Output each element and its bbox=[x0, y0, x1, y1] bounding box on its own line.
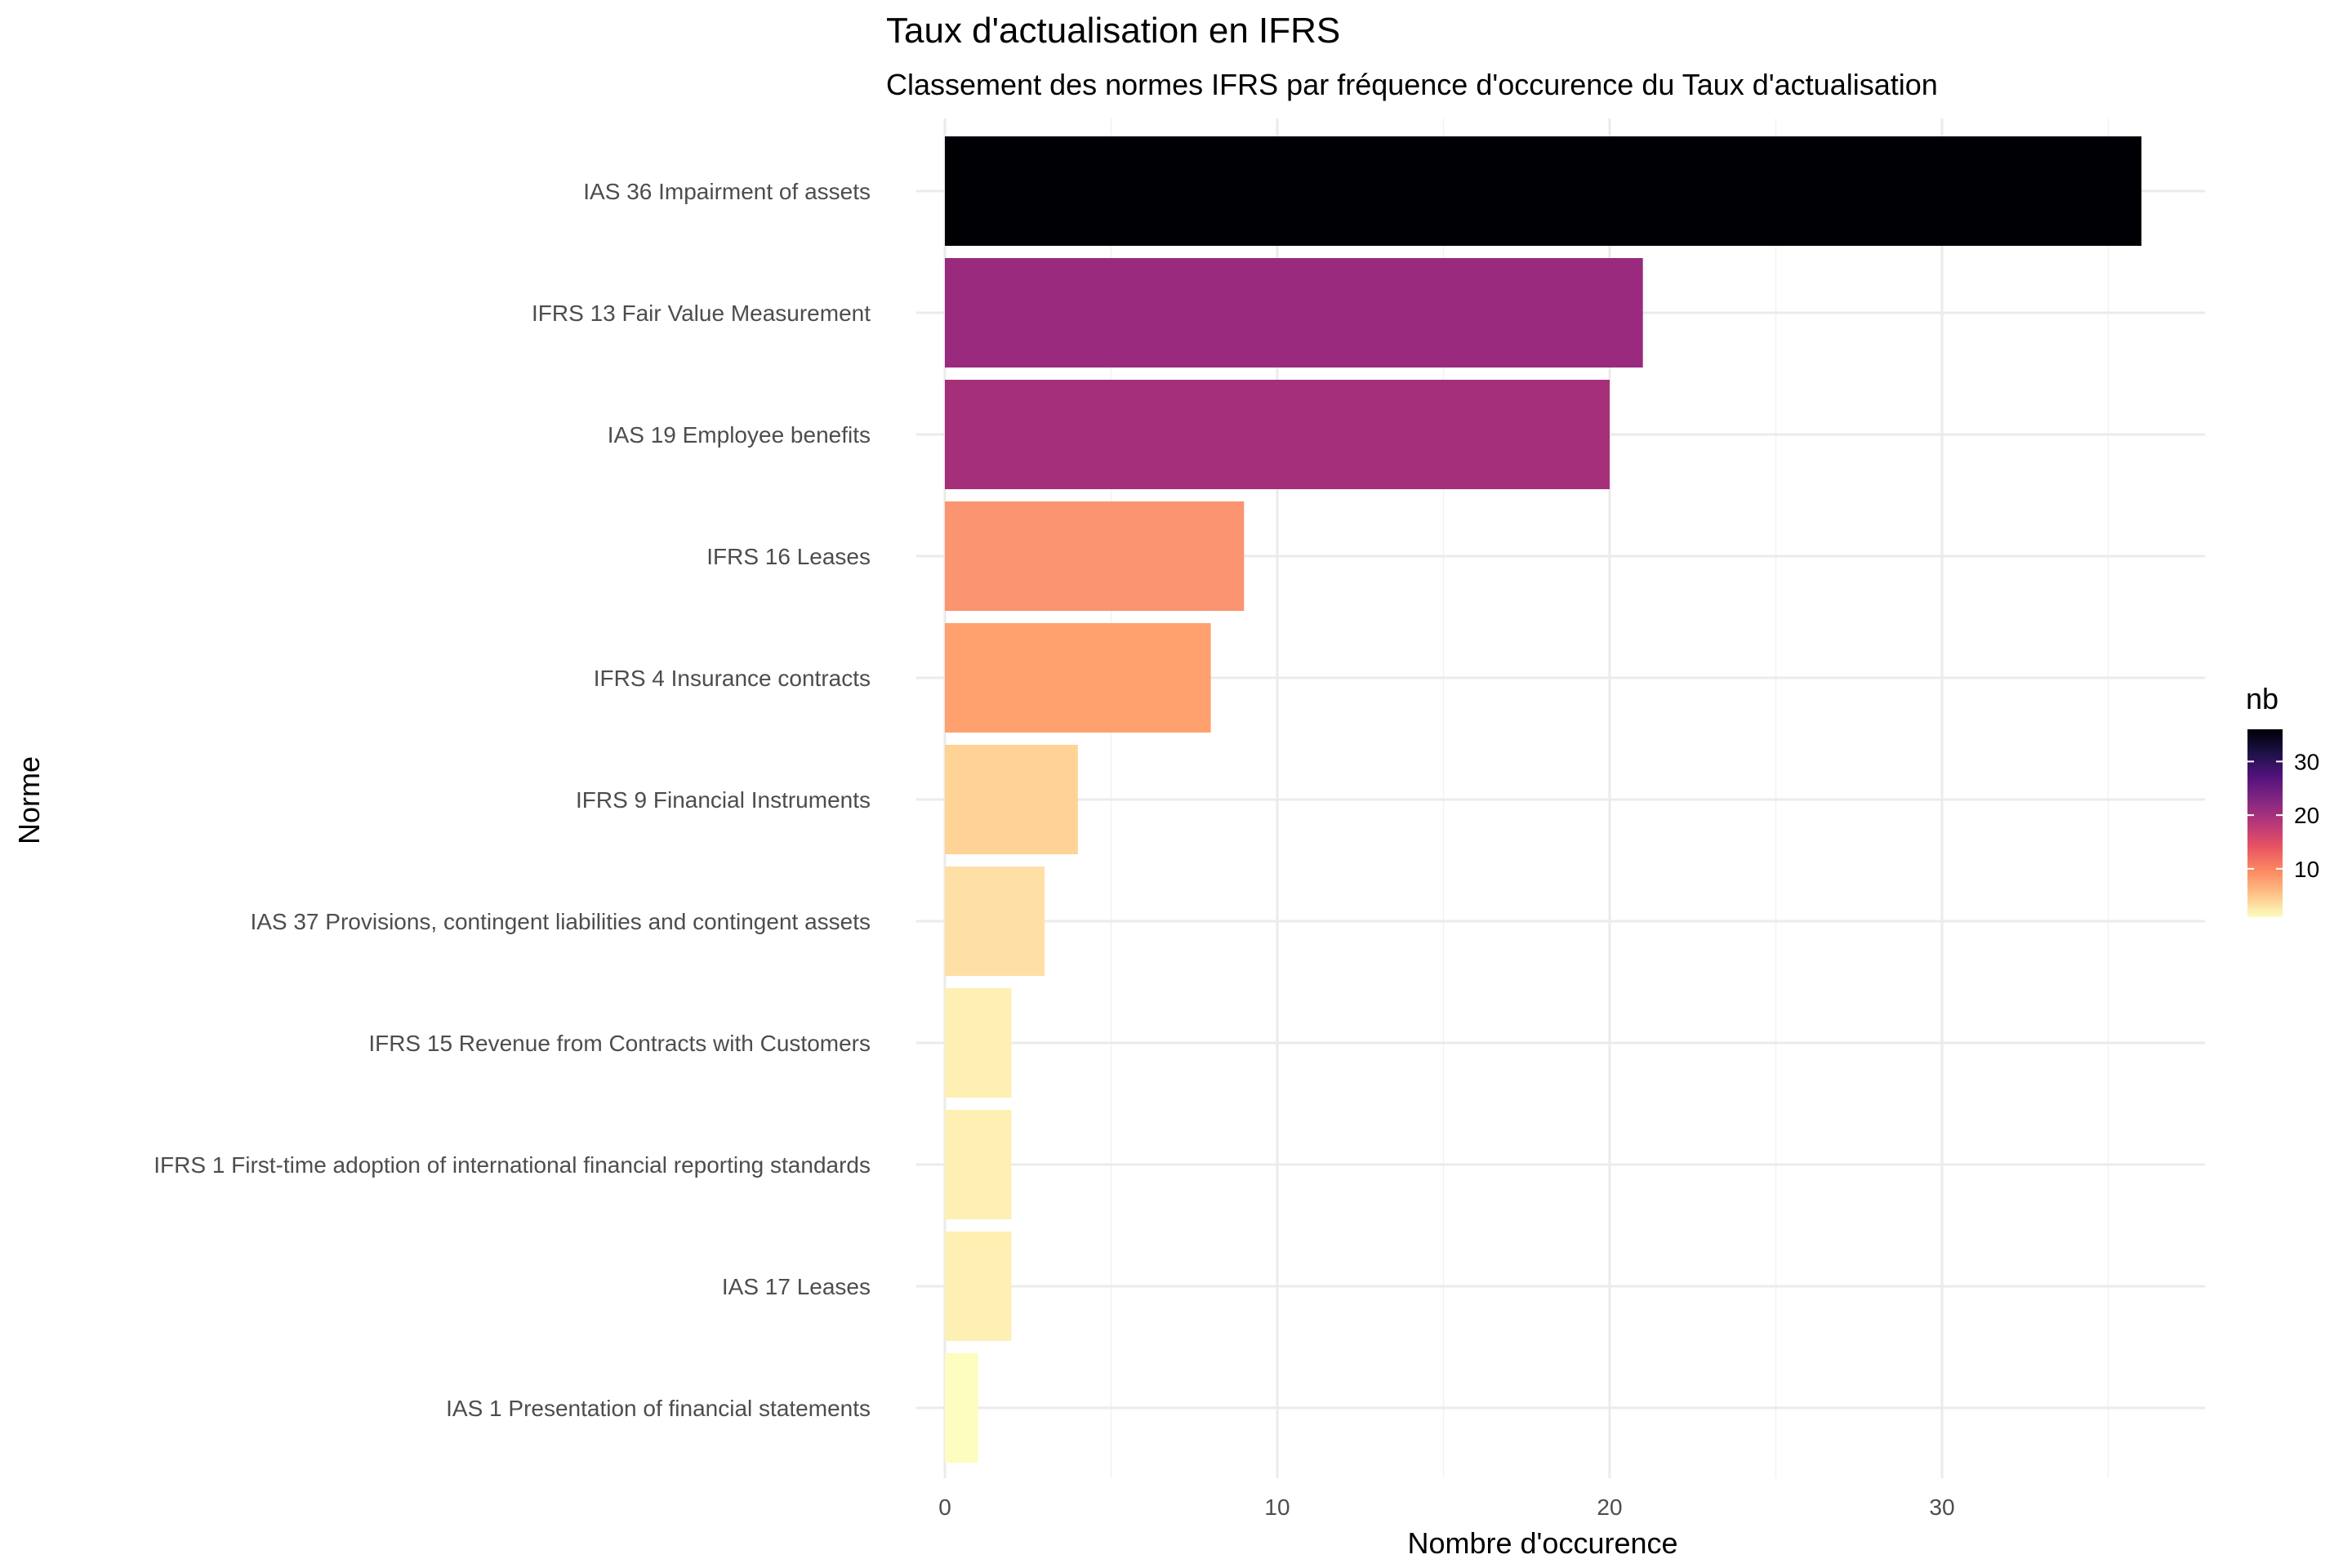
y-tick-label: IFRS 4 Insurance contracts bbox=[594, 666, 871, 691]
y-axis-title: Norme bbox=[12, 756, 46, 844]
bar bbox=[945, 988, 1012, 1098]
y-tick-label: IAS 1 Presentation of financial statemen… bbox=[446, 1396, 871, 1421]
bar bbox=[945, 258, 1643, 368]
y-tick-label: IFRS 15 Revenue from Contracts with Cust… bbox=[368, 1031, 871, 1056]
bar bbox=[945, 380, 1610, 489]
y-tick-label: IFRS 9 Financial Instruments bbox=[576, 787, 871, 813]
y-tick-label: IAS 17 Leases bbox=[722, 1274, 871, 1299]
y-tick-label: IAS 37 Provisions, contingent liabilitie… bbox=[250, 909, 871, 934]
x-tick-label: 0 bbox=[938, 1494, 951, 1520]
y-tick-label: IFRS 1 First-time adoption of internatio… bbox=[154, 1152, 871, 1178]
legend-ticks: 10 20 30 bbox=[2247, 749, 2319, 882]
bar bbox=[945, 866, 1045, 976]
y-axis-tick-labels: IAS 36 Impairment of assets IFRS 13 Fair … bbox=[154, 179, 871, 1421]
legend: nb 10 20 30 bbox=[2246, 682, 2319, 917]
bar bbox=[945, 136, 2142, 246]
chart-subtitle: Classement des normes IFRS par fréquence… bbox=[886, 68, 1938, 101]
x-axis-title: Nombre d'occurence bbox=[1407, 1526, 1677, 1560]
legend-colorbar bbox=[2247, 729, 2283, 917]
legend-title: nb bbox=[2246, 682, 2278, 715]
bars bbox=[945, 136, 2142, 1463]
bar bbox=[945, 1232, 1012, 1341]
bar bbox=[945, 1353, 978, 1463]
y-tick-label: IAS 19 Employee benefits bbox=[608, 422, 871, 448]
x-axis-tick-labels: 0 10 20 30 bbox=[938, 1494, 1954, 1520]
legend-tick-label: 20 bbox=[2294, 803, 2319, 828]
y-tick-label: IFRS 13 Fair Value Measurement bbox=[532, 301, 871, 326]
bar bbox=[945, 623, 1211, 733]
y-tick-label: IFRS 16 Leases bbox=[706, 544, 871, 569]
chart-title: Taux d'actualisation en IFRS bbox=[886, 11, 1340, 51]
bar bbox=[945, 501, 1245, 611]
y-tick-label: IAS 36 Impairment of assets bbox=[583, 179, 871, 204]
bar bbox=[945, 745, 1078, 854]
x-tick-label: 10 bbox=[1264, 1494, 1290, 1520]
bar bbox=[945, 1110, 1012, 1219]
x-tick-label: 20 bbox=[1597, 1494, 1622, 1520]
legend-tick-label: 10 bbox=[2294, 857, 2319, 882]
x-tick-label: 30 bbox=[1929, 1494, 1954, 1520]
legend-tick-label: 30 bbox=[2294, 749, 2319, 774]
